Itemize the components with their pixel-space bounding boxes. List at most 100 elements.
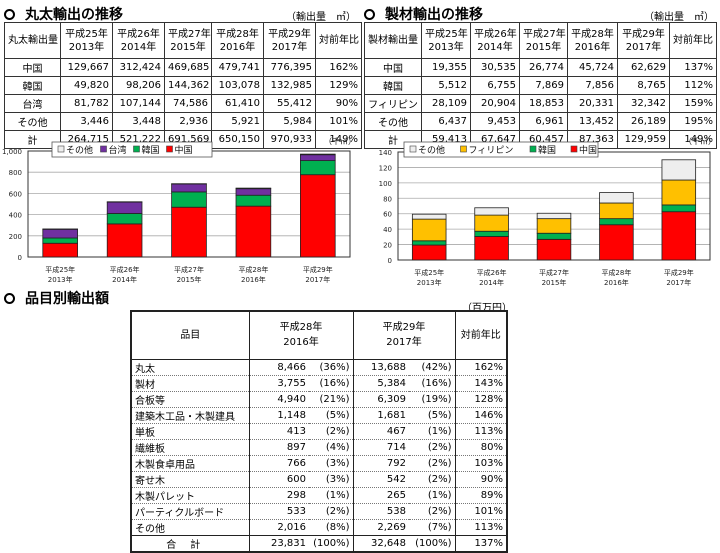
cell-ratio: 159% <box>670 95 717 113</box>
cell-value: 26,774 <box>520 59 568 77</box>
legend-swatch <box>58 146 64 152</box>
value-2016: 533 <box>249 503 309 519</box>
cell-value: 20,904 <box>471 95 520 113</box>
item-name: 木製パレット <box>131 487 249 503</box>
item-header: 品目 <box>131 311 249 359</box>
share-2016: (2%) <box>309 503 353 519</box>
unit-label: （千㎥） <box>684 136 716 146</box>
value-2016: 2,016 <box>249 519 309 535</box>
bar-segment <box>475 215 509 231</box>
bar-segment <box>537 213 571 218</box>
share-2017: (1%) <box>409 423 455 439</box>
table-row: 単板 413 (2%) 467 (1%) 113% <box>131 423 507 439</box>
x-tick-label: 2014年 <box>479 278 504 286</box>
value-2017: 6,309 <box>353 391 409 407</box>
share-2016: (3%) <box>309 455 353 471</box>
cell-value: 6,437 <box>422 113 471 131</box>
y-tick-label: 600 <box>9 190 22 198</box>
value-2016: 8,466 <box>249 359 309 375</box>
yoy-ratio: 103% <box>455 455 507 471</box>
share-2017: (2%) <box>409 471 455 487</box>
header-line1: 平成28年 <box>216 29 259 40</box>
bar-segment <box>300 155 335 161</box>
share-2017: (2%) <box>409 439 455 455</box>
bar-segment <box>172 192 207 207</box>
bar-segment <box>236 189 271 196</box>
yoy-ratio: 146% <box>455 407 507 423</box>
ratio-header: 対前年比 <box>455 311 507 359</box>
chart-legend: その他台湾韓国中国 <box>52 142 212 157</box>
row-label: その他 <box>5 113 61 131</box>
share-2016: (2%) <box>309 423 353 439</box>
bar-segment <box>43 243 78 257</box>
cell-ratio: 90% <box>316 95 362 113</box>
bar-segment <box>107 224 142 257</box>
value-2017: 467 <box>353 423 409 439</box>
cell-value: 62,629 <box>618 59 670 77</box>
row-label: 中国 <box>5 59 61 77</box>
legend-label: 中国 <box>579 144 597 156</box>
share-2017: (1%) <box>409 487 455 503</box>
legend-swatch <box>461 146 467 152</box>
corner-header: 製材輸出量 <box>365 23 422 59</box>
x-tick-label: 平成25年 <box>45 265 75 274</box>
value-2017: 13,688 <box>353 359 409 375</box>
cell-value: 55,412 <box>264 95 316 113</box>
table-row: 寄せ木 600 (3%) 542 (2%) 90% <box>131 471 507 487</box>
cell-value: 103,078 <box>212 77 264 95</box>
row-label: 韓国 <box>5 77 61 95</box>
legend-swatch <box>571 146 577 152</box>
legend-swatch <box>134 146 140 152</box>
cell-value: 13,452 <box>568 113 618 131</box>
cell-value: 9,453 <box>471 113 520 131</box>
table-row: 木製食卓用品 766 (3%) 792 (2%) 103% <box>131 455 507 471</box>
value-2017: 792 <box>353 455 409 471</box>
table-row: 丸太 8,466 (36%) 13,688 (42%) 162% <box>131 359 507 375</box>
header-line2: 2016年 <box>575 42 610 53</box>
total-share-2016: (100%) <box>309 535 353 552</box>
header-line2: 2014年 <box>477 42 512 53</box>
cell-value: 7,869 <box>520 77 568 95</box>
cell-value: 107,144 <box>113 95 165 113</box>
legend-swatch <box>410 146 416 152</box>
share-2016: (1%) <box>309 487 353 503</box>
lumber-title-text: 製材輸出の推移 <box>385 7 483 23</box>
x-tick-label: 平成29年 <box>303 265 333 274</box>
bar-segment <box>43 238 78 243</box>
share-2017: (16%) <box>409 375 455 391</box>
x-tick-label: 平成26年 <box>110 265 140 274</box>
bar-segment <box>600 193 634 203</box>
cell-value: 6,755 <box>471 77 520 95</box>
bar-segment <box>412 219 446 241</box>
cell-ratio: 195% <box>670 113 717 131</box>
legend-swatch <box>101 146 107 152</box>
chart-legend: その他フィリピン韓国中国 <box>404 142 598 157</box>
item-name: 繊維板 <box>131 439 249 455</box>
y-tick-label: 0 <box>388 257 392 265</box>
cell-value: 19,355 <box>422 59 471 77</box>
share-2016: (36%) <box>309 359 353 375</box>
share-2017: (2%) <box>409 455 455 471</box>
x-tick-label: 平成26年 <box>477 268 507 277</box>
yoy-ratio: 162% <box>455 359 507 375</box>
value-2016: 413 <box>249 423 309 439</box>
y-tick-label: 800 <box>9 169 22 177</box>
circle-bullet-icon <box>4 293 15 304</box>
bar-segment <box>172 184 207 192</box>
header-line2: 2013年 <box>428 42 463 53</box>
bar-segment <box>537 233 571 239</box>
value-2017: 2,269 <box>353 519 409 535</box>
header-line2: 2017年 <box>626 42 661 53</box>
bar-segment <box>600 203 634 219</box>
item-name: 合板等 <box>131 391 249 407</box>
bar-segment <box>662 180 696 205</box>
